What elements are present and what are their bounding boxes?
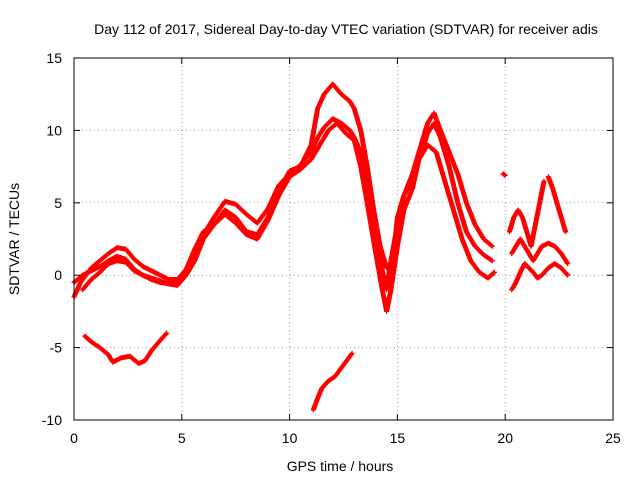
marker-trail — [71, 120, 497, 314]
data-series-track-10 — [545, 174, 569, 235]
y-tick-label: -10 — [42, 412, 62, 428]
axis-ticks: 0 5 10 15 20 25 -10 -5 0 5 10 15 — [42, 50, 621, 446]
y-tick-label: 15 — [46, 50, 62, 66]
x-tick-label: 20 — [497, 430, 513, 446]
data-series-track-9 — [507, 178, 547, 249]
marker-trail — [500, 171, 508, 178]
marker-trail — [80, 81, 495, 293]
marker-trail — [507, 178, 547, 249]
x-tick-label: 0 — [70, 430, 78, 446]
data-series-track-5 — [310, 350, 355, 413]
marker-trail — [509, 236, 571, 267]
data-series-track-4 — [82, 330, 170, 366]
y-tick-label: 0 — [54, 267, 62, 283]
marker-trail — [310, 350, 355, 413]
x-axis-label: GPS time / hours — [287, 458, 394, 474]
data-points — [71, 81, 571, 413]
chart-title: Day 112 of 2017, Sidereal Day-to-day VTE… — [94, 21, 598, 37]
data-series-track-7 — [509, 261, 571, 293]
marker-trail — [509, 261, 571, 293]
marker-trail — [82, 330, 170, 366]
data-series-track-6 — [500, 171, 508, 178]
y-tick-label: 5 — [54, 195, 62, 211]
plot-frame — [73, 57, 614, 421]
x-tick-label: 15 — [390, 430, 406, 446]
x-tick-label: 5 — [178, 430, 186, 446]
y-tick-label: -5 — [50, 340, 63, 356]
y-tick-label: 10 — [46, 122, 62, 138]
data-series-track-3 — [80, 81, 495, 293]
data-series-track-2 — [71, 120, 497, 314]
data-series-track-8 — [509, 236, 571, 267]
marker-trail — [545, 174, 569, 235]
y-axis-label: SDTVAR / TECUs — [6, 183, 22, 295]
x-tick-label: 25 — [605, 430, 621, 446]
x-tick-label: 10 — [282, 430, 298, 446]
